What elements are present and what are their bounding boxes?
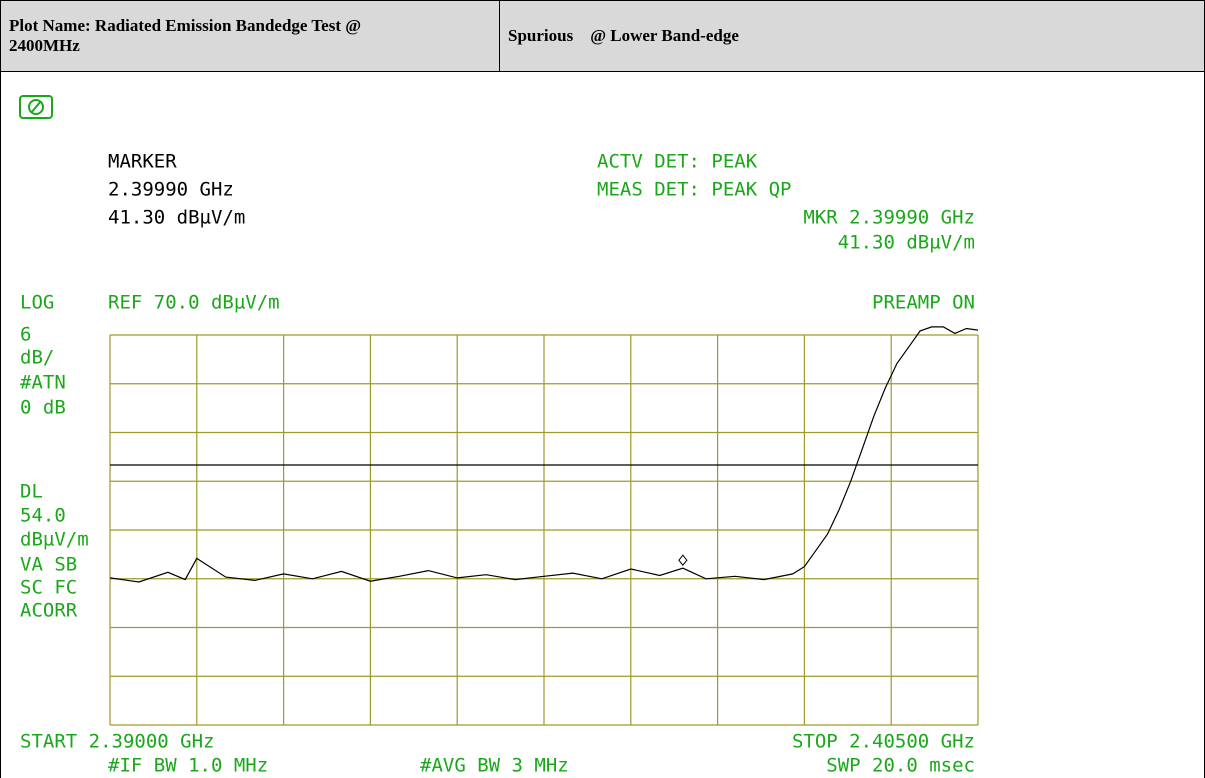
preamp: PREAMP ON xyxy=(872,292,975,314)
marker-readout: MKR 2.39990 GHz xyxy=(803,207,975,229)
side-label: ACORR xyxy=(20,600,78,622)
ref-level: REF 70.0 dBµV/m xyxy=(108,292,280,314)
detector: ACTV DET: PEAK xyxy=(597,151,758,173)
logo xyxy=(19,95,53,119)
header-row: Plot Name: Radiated Emission Bandedge Te… xyxy=(0,0,1205,72)
start-freq: START 2.39000 GHz xyxy=(20,731,214,753)
plot-name: Plot Name: Radiated Emission Bandedge Te… xyxy=(9,16,362,55)
avg-bw: #AVG BW 3 MHz xyxy=(420,755,569,777)
trace xyxy=(109,326,979,583)
marker-readout: 41.30 dBµV/m xyxy=(838,232,975,254)
sweep: SWP 20.0 msec xyxy=(826,755,975,777)
description: Spurious @ Lower Band-edge xyxy=(508,26,739,45)
side-label: 0 dB xyxy=(20,397,66,419)
side-label: 6 xyxy=(20,324,31,346)
marker-readout: 41.30 dBµV/m xyxy=(108,207,245,229)
side-label: dB/ xyxy=(20,347,54,369)
side-label: VA SB xyxy=(20,554,77,576)
side-label: #ATN xyxy=(20,372,66,394)
detector: MEAS DET: PEAK QP xyxy=(597,179,791,201)
marker-readout: MARKER xyxy=(108,151,177,173)
scale-label: LOG xyxy=(20,292,54,314)
side-label: dBµV/m xyxy=(20,529,89,551)
marker xyxy=(678,554,688,566)
side-label: 54.0 xyxy=(20,505,66,527)
stop-freq: STOP 2.40500 GHz xyxy=(792,731,975,753)
if-bw: #IF BW 1.0 MHz xyxy=(108,755,268,777)
marker-readout: 2.39990 GHz xyxy=(108,179,234,201)
cell-border xyxy=(0,71,1205,778)
header-cell: Plot Name: Radiated Emission Bandedge Te… xyxy=(0,0,500,72)
side-label: DL xyxy=(20,481,43,503)
side-label: SC FC xyxy=(20,577,77,599)
